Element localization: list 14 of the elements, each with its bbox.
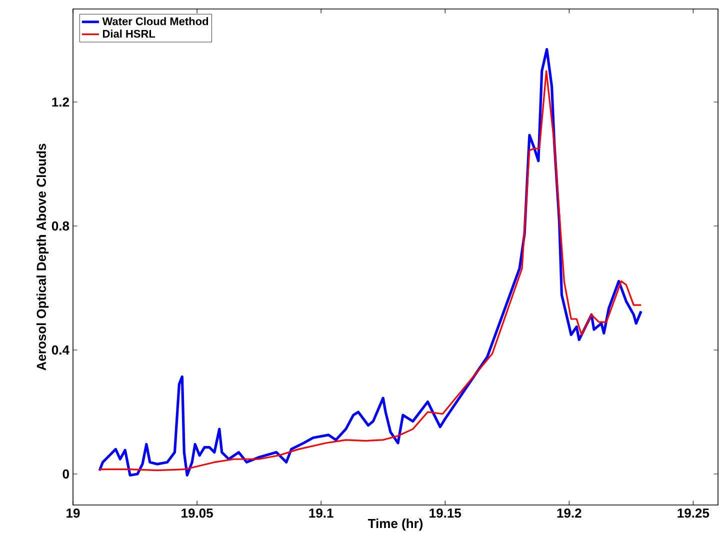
x-tick-label: 19.15: [430, 508, 462, 518]
y-tick-label: 1.2: [52, 97, 69, 107]
y-tick-label: 0: [62, 469, 69, 479]
legend-label: Water Cloud Method: [102, 17, 208, 26]
y-axis-title: Aerosol Optical Depth Above Clouds: [36, 144, 49, 370]
x-axis-title: Time (hr): [368, 518, 423, 531]
x-tick-label: 19.2: [557, 508, 582, 518]
x-tick-label: 19.1: [309, 508, 334, 518]
y-tick-label: 0.4: [52, 345, 70, 355]
legend-label: Dial HSRL: [102, 30, 156, 38]
x-tick-label: 19: [66, 508, 80, 518]
y-tick-label: 0.8: [52, 221, 70, 231]
x-tick-label: 19.05: [182, 508, 213, 518]
x-tick-label: 19.25: [678, 508, 710, 518]
